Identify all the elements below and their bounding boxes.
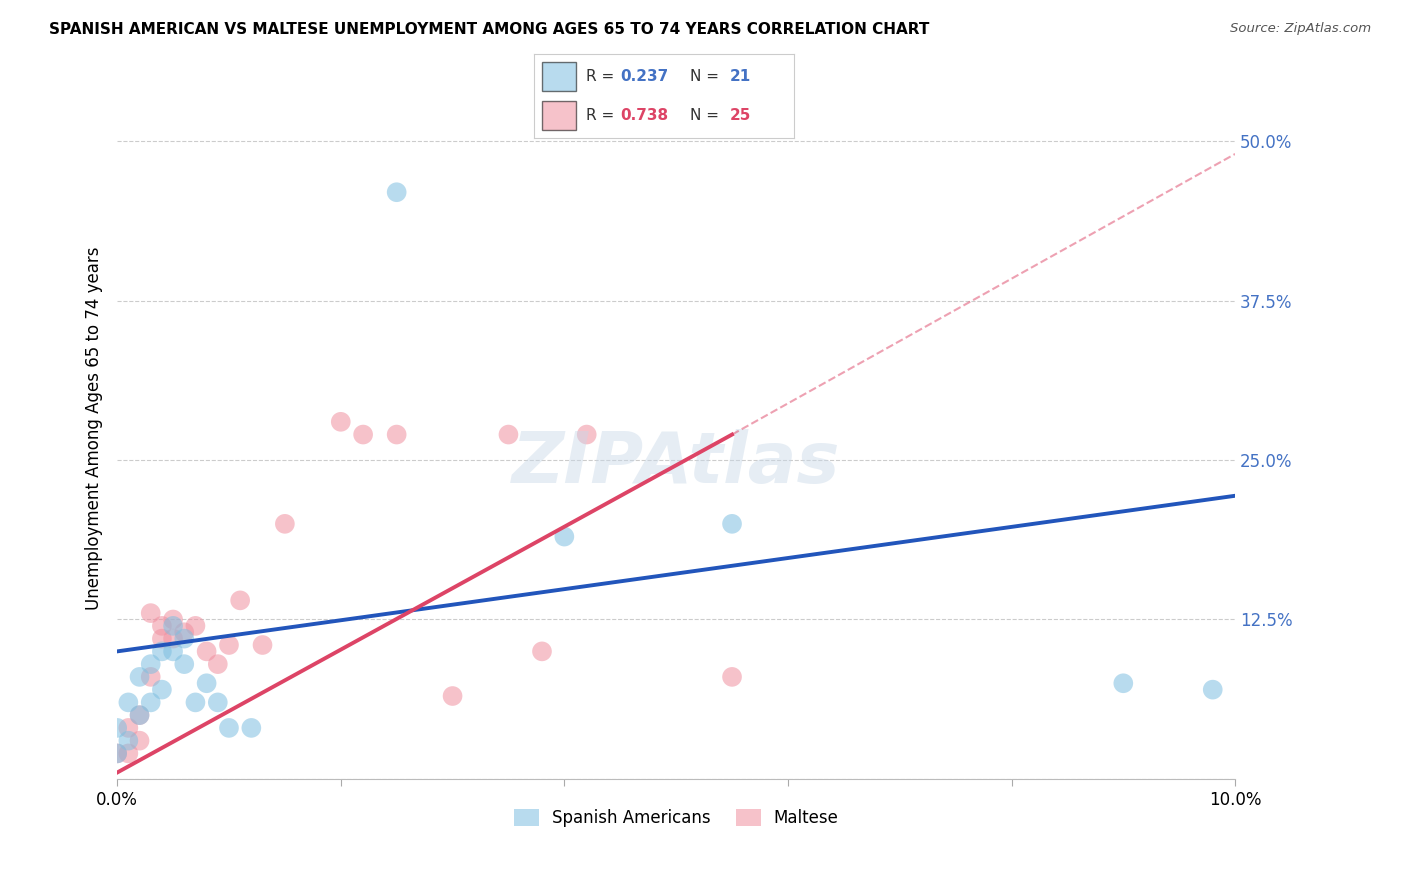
Point	[229, 593, 252, 607]
Point	[150, 644, 173, 658]
Point	[1202, 682, 1225, 697]
Text: 25: 25	[730, 108, 751, 123]
Point	[162, 612, 184, 626]
Y-axis label: Unemployment Among Ages 65 to 74 years: Unemployment Among Ages 65 to 74 years	[86, 246, 103, 610]
Point	[498, 427, 520, 442]
Point	[441, 689, 464, 703]
Point	[162, 632, 184, 646]
Point	[128, 708, 150, 723]
Text: N =: N =	[690, 69, 724, 84]
Point	[117, 695, 139, 709]
Point	[162, 644, 184, 658]
Point	[721, 516, 744, 531]
Point	[184, 695, 207, 709]
Point	[117, 733, 139, 747]
Point	[162, 619, 184, 633]
FancyBboxPatch shape	[543, 101, 576, 130]
Point	[173, 657, 195, 672]
Point	[128, 708, 150, 723]
Point	[128, 670, 150, 684]
Point	[173, 632, 195, 646]
Text: 0.237: 0.237	[620, 69, 668, 84]
Point	[150, 619, 173, 633]
Text: R =: R =	[586, 69, 620, 84]
Legend: Spanish Americans, Maltese: Spanish Americans, Maltese	[508, 802, 845, 834]
Point	[274, 516, 297, 531]
Point	[385, 427, 408, 442]
Text: SPANISH AMERICAN VS MALTESE UNEMPLOYMENT AMONG AGES 65 TO 74 YEARS CORRELATION C: SPANISH AMERICAN VS MALTESE UNEMPLOYMENT…	[49, 22, 929, 37]
Point	[240, 721, 263, 735]
Point	[139, 695, 162, 709]
Point	[105, 721, 128, 735]
Point	[105, 747, 128, 761]
Text: 21: 21	[730, 69, 751, 84]
Point	[139, 657, 162, 672]
Point	[530, 644, 553, 658]
Point	[352, 427, 374, 442]
Point	[207, 695, 229, 709]
Text: N =: N =	[690, 108, 724, 123]
Point	[139, 606, 162, 620]
Text: R =: R =	[586, 108, 620, 123]
Point	[207, 657, 229, 672]
Point	[252, 638, 274, 652]
Point	[139, 670, 162, 684]
Point	[385, 186, 408, 200]
Point	[184, 619, 207, 633]
Point	[173, 625, 195, 640]
Point	[218, 721, 240, 735]
Point	[117, 721, 139, 735]
Text: 0.738: 0.738	[620, 108, 668, 123]
Point	[575, 427, 598, 442]
Point	[218, 638, 240, 652]
Point	[195, 644, 218, 658]
Point	[721, 670, 744, 684]
Point	[105, 747, 128, 761]
Text: Source: ZipAtlas.com: Source: ZipAtlas.com	[1230, 22, 1371, 36]
Point	[195, 676, 218, 690]
Point	[128, 733, 150, 747]
FancyBboxPatch shape	[543, 62, 576, 91]
Point	[329, 415, 352, 429]
Point	[553, 530, 575, 544]
Point	[1112, 676, 1135, 690]
Text: ZIPAtlas: ZIPAtlas	[512, 429, 841, 498]
Point	[150, 682, 173, 697]
Point	[117, 747, 139, 761]
Point	[150, 632, 173, 646]
